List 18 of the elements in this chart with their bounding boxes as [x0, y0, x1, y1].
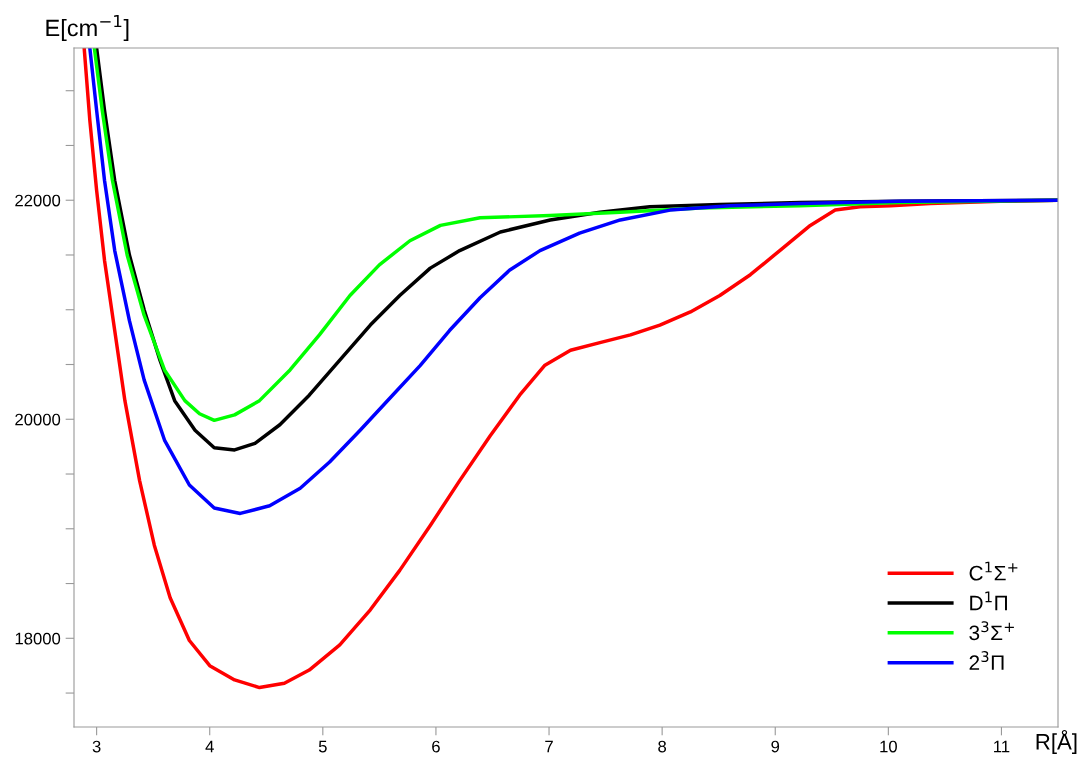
y-tick-label: 20000 [15, 413, 61, 426]
y-axis-title: E[cm$^{−1}$] [46, 15, 129, 41]
x-tick-label: 7 [545, 740, 553, 753]
y-tick-label: 18000 [15, 632, 61, 645]
x-tick-label: 5 [318, 740, 327, 753]
x-tick-label: 6 [432, 740, 440, 753]
x-tick-label: 10 [880, 740, 897, 753]
x-tick-label: 11 [994, 740, 1010, 753]
x-tick-label: 3 [92, 740, 101, 753]
x-tick-label: 8 [658, 740, 667, 753]
legend-label: D$^{1}$Π [970, 591, 1007, 611]
x-tick-label: 9 [771, 740, 780, 753]
legend-label: 3$^{3}$Σ$^{+}$ [969, 621, 1014, 641]
legend-label: C$^{1}$Σ$^{+}$ [969, 561, 1018, 581]
x-axis-title: R[Å] [1036, 729, 1077, 754]
y-tick-label: 22000 [15, 194, 61, 207]
x-tick-label: 4 [205, 740, 214, 753]
legend-label: 2$^{3}$Π [969, 651, 1004, 670]
